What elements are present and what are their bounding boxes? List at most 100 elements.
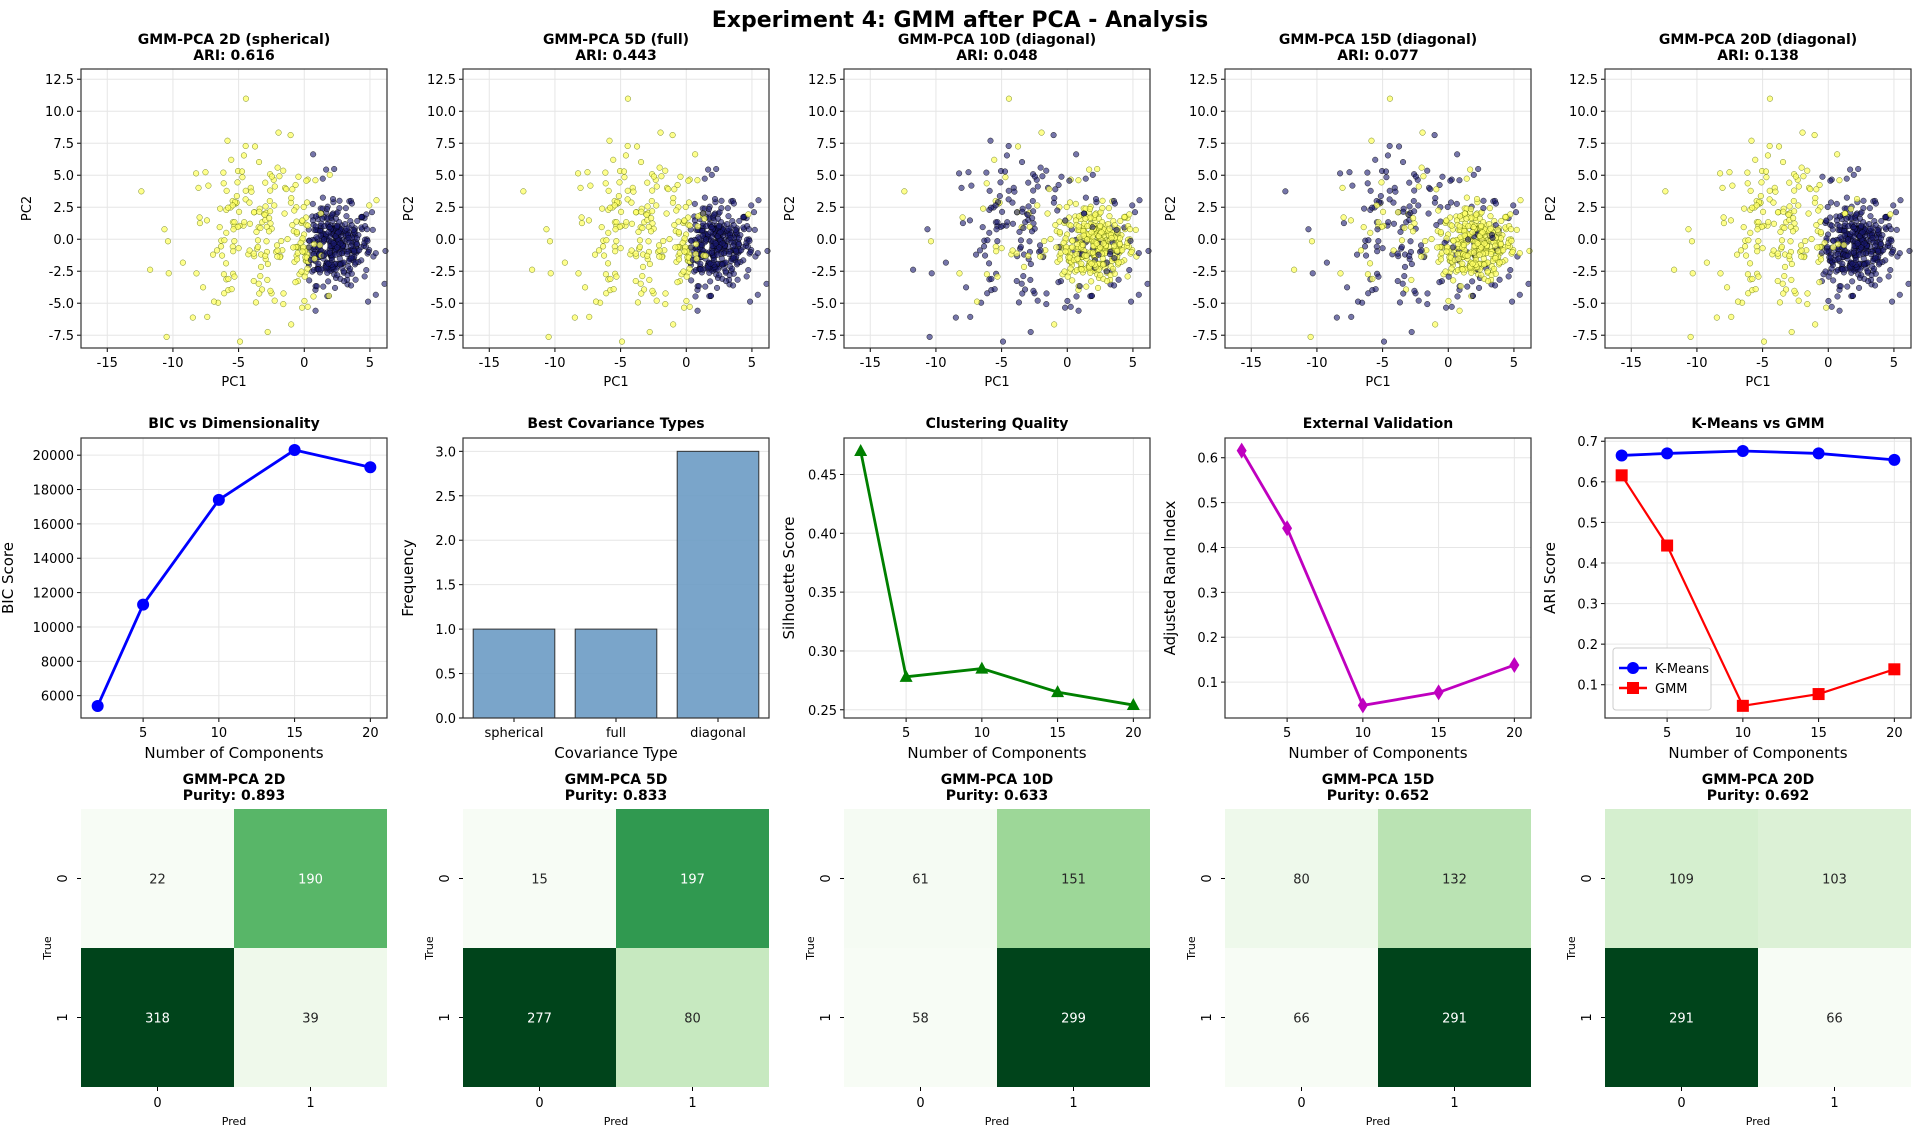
- scatter-point: [298, 268, 305, 275]
- scatter-point: [1441, 239, 1448, 246]
- scatter-point: [203, 217, 210, 224]
- scatter-point: [1516, 250, 1523, 257]
- y-tick-label: -7.5: [1573, 329, 1598, 344]
- scatter-point: [1443, 304, 1450, 311]
- scatter-point: [1850, 171, 1857, 178]
- scatter-point: [1786, 179, 1793, 186]
- scatter-point: [1872, 242, 1879, 249]
- y-tick-label: -5.0: [1573, 297, 1598, 312]
- scatter-point: [1442, 268, 1449, 275]
- scatter-point: [343, 251, 350, 258]
- x-axis-label: PC1: [984, 375, 1009, 390]
- scatter-point: [1437, 229, 1444, 236]
- scatter-point: [1737, 247, 1744, 254]
- scatter-point: [983, 271, 990, 278]
- scatter-point: [1478, 222, 1485, 229]
- scatter-point: [256, 208, 263, 215]
- scatter-point: [1744, 271, 1751, 278]
- scatter-point: [705, 205, 712, 212]
- scatter-point: [1323, 259, 1330, 266]
- scatter-point: [1002, 174, 1009, 181]
- scatter-point: [1349, 182, 1356, 189]
- scatter-point: [1053, 244, 1060, 251]
- scatter-point: [1779, 280, 1786, 287]
- scatter-point: [1098, 229, 1105, 236]
- marker-circle: [1615, 449, 1628, 462]
- scatter-point: [204, 313, 211, 320]
- heatmap-cell: [234, 809, 387, 948]
- scatter-point: [1510, 202, 1517, 209]
- x-axis-label: PC1: [1365, 375, 1390, 390]
- scatter-point: [677, 173, 684, 180]
- scatter-point: [547, 270, 554, 277]
- scatter-point: [603, 290, 610, 297]
- y-tick-label: 0.0: [435, 233, 456, 248]
- scatter-point: [335, 229, 342, 236]
- scatter-point: [165, 270, 172, 277]
- marker-triangle: [899, 669, 913, 682]
- scatter-point: [336, 205, 343, 212]
- scatter-point: [966, 217, 973, 224]
- scatter-point: [287, 132, 294, 139]
- scatter-point: [1030, 208, 1037, 215]
- scatter-point: [1897, 197, 1904, 204]
- y-tick-label: 7.5: [816, 137, 837, 152]
- scatter-point: [312, 307, 319, 314]
- scatter-point: [1454, 293, 1461, 300]
- scatter-point: [1410, 215, 1417, 222]
- scatter-point: [1865, 278, 1872, 285]
- scatter-point: [632, 209, 639, 216]
- scatter-point: [1822, 268, 1829, 275]
- scatter-point: [1795, 297, 1802, 304]
- scatter-point: [681, 248, 688, 255]
- scatter-point: [1469, 278, 1476, 285]
- y-tick-label: 0.35: [808, 586, 837, 601]
- scatter-point: [1025, 179, 1032, 186]
- scatter-point: [352, 259, 359, 266]
- x-axis-label: Pred: [222, 1115, 246, 1128]
- scatter-point: [1819, 173, 1826, 180]
- scatter-point: [994, 238, 1001, 245]
- marker-circle: [1812, 447, 1825, 460]
- marker-circle: [1627, 662, 1639, 674]
- scatter-point: [1509, 248, 1516, 255]
- scatter-point: [1823, 248, 1830, 255]
- scatter-point: [1355, 298, 1362, 305]
- heatmap-cell: [1758, 948, 1911, 1087]
- scatter-point: [543, 226, 550, 233]
- subplot-title: GMM-PCA 15D: [1322, 772, 1435, 788]
- scatter-point: [343, 213, 350, 220]
- scatter-point: [1380, 208, 1387, 215]
- y-tick-label: 10000: [33, 621, 74, 636]
- y-tick-label: 10.0: [427, 105, 456, 120]
- scatter-point: [291, 207, 298, 214]
- scatter-point: [712, 196, 719, 203]
- scatter-point: [299, 304, 306, 311]
- scatter-point: [901, 188, 908, 195]
- scatter-point: [1450, 277, 1457, 284]
- cell-value: 109: [1669, 873, 1694, 888]
- scatter-point: [1755, 273, 1762, 280]
- scatter-point: [1100, 240, 1107, 247]
- scatter-point: [1346, 169, 1353, 176]
- scatter-point: [223, 229, 230, 236]
- scatter-point: [1464, 252, 1471, 259]
- scatter-point: [179, 259, 186, 266]
- scatter-point: [278, 238, 285, 245]
- scatter-point: [310, 293, 317, 300]
- scatter-point: [292, 279, 299, 286]
- scatter-point: [221, 290, 228, 297]
- scatter-point: [264, 261, 271, 268]
- scatter-point: [702, 283, 709, 290]
- scatter-point: [323, 166, 330, 173]
- scatter-point: [1396, 143, 1403, 150]
- scatter-point: [622, 152, 629, 159]
- scatter-point: [1776, 299, 1783, 306]
- scatter-point: [369, 209, 376, 216]
- y-tick-label: 0.5: [435, 668, 456, 683]
- scatter-point: [711, 211, 718, 218]
- scatter-point: [228, 286, 235, 293]
- y-tick-label: 2.5: [435, 201, 456, 216]
- scatter-point: [1872, 270, 1879, 277]
- scatter-point: [1375, 238, 1382, 245]
